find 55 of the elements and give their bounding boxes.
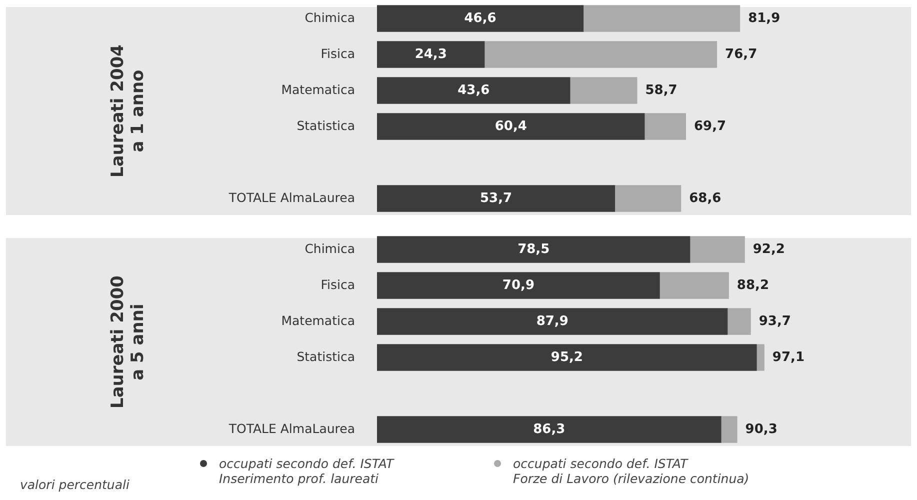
y-tick-label: Chimica [304, 10, 355, 25]
total-label: 58,7 [645, 82, 678, 98]
y-tick-label: Fisica [320, 276, 355, 292]
bar [690, 236, 745, 263]
bar [377, 113, 645, 140]
bar [377, 185, 616, 212]
total-label: 69,7 [694, 118, 726, 134]
total-label: 90,3 [745, 422, 778, 437]
bar [377, 344, 757, 371]
text: valori percentuali [20, 477, 130, 492]
total-label: 88,2 [736, 278, 769, 293]
total-label: 81,9 [748, 10, 780, 26]
text: Laureati 2004 a 1 anno [108, 44, 148, 178]
data-label: 95,2 [550, 350, 583, 365]
bar [377, 41, 485, 68]
data-label: 70,9 [502, 278, 534, 293]
bar [377, 416, 722, 443]
total-label: 76,7 [725, 46, 758, 62]
y-tick-label: Chimica [304, 240, 355, 256]
data-label: 87,9 [536, 314, 568, 329]
y-tick-label: TOTALE AlmaLaurea [228, 190, 355, 205]
data-label: 78,5 [518, 242, 550, 257]
y-tick-label: Statistica [296, 118, 355, 133]
bar [377, 5, 584, 32]
data-label: 24,3 [414, 46, 447, 62]
data-label: 43,6 [458, 82, 490, 98]
bar [756, 344, 764, 371]
total-label: 93,7 [758, 314, 791, 329]
bar [721, 416, 738, 443]
y-tick-label: Matematica [281, 82, 355, 97]
legend-label: occupati secondo def. ISTAT Forze di Lavoro (rilevazione continua) [513, 456, 750, 486]
y-tick-label: Statistica [296, 348, 355, 364]
total-label: 68,6 [689, 190, 722, 206]
bar [584, 5, 740, 32]
bar [660, 272, 729, 299]
bar [615, 185, 682, 212]
y-tick-label: TOTALE AlmaLaurea [228, 420, 355, 436]
bar [377, 77, 570, 104]
bar [644, 113, 686, 140]
data-label: 86,3 [533, 422, 566, 437]
text: Laureati 2000 a 5 anni [108, 276, 148, 408]
legend-label: occupati secondo def. ISTAT Inserimento prof. laureati [219, 456, 394, 486]
y-tick-label: Matematica [281, 312, 355, 328]
data-label: 60,4 [494, 118, 527, 134]
y-tick-label: Fisica [320, 46, 355, 61]
total-label: 92,2 [752, 242, 785, 257]
bar [570, 77, 638, 104]
bar [377, 236, 690, 263]
data-label: 46,6 [464, 10, 496, 26]
bar [484, 41, 718, 68]
bar [377, 308, 728, 335]
data-label: 53,7 [480, 190, 512, 206]
total-label: 97,1 [772, 350, 805, 365]
bar [377, 272, 660, 299]
bar [728, 308, 751, 335]
